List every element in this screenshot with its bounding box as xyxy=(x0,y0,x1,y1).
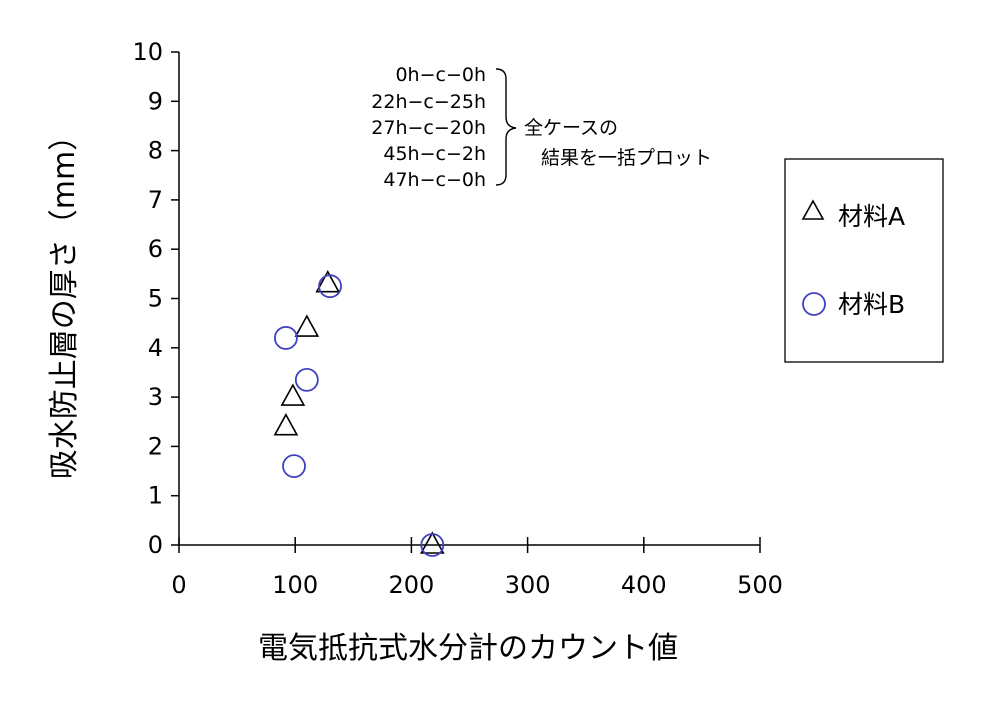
y-axis-title: 吸水防止層の厚さ（mm） xyxy=(47,121,82,479)
legend-label-a: 材料A xyxy=(838,202,905,231)
legend-box xyxy=(784,158,944,363)
y-tick-label-0: 0 xyxy=(148,531,163,559)
annotation-case-3: 45h−c−2h xyxy=(383,143,486,165)
annotation-brace xyxy=(495,68,517,186)
point-a-0 xyxy=(273,413,299,436)
annotation-case-1: 22h−c−25h xyxy=(371,91,486,113)
x-tick-label-5: 500 xyxy=(737,571,783,599)
y-tick-label-7: 7 xyxy=(148,186,163,214)
point-b-4 xyxy=(420,533,445,557)
point-a-3 xyxy=(315,270,341,293)
data-markers xyxy=(273,270,445,557)
point-a-2 xyxy=(294,314,320,337)
axes xyxy=(171,51,761,553)
y-tick-label-5: 5 xyxy=(148,285,163,313)
x-tick-label-3: 300 xyxy=(505,571,551,599)
y-tick-label-10: 10 xyxy=(132,38,163,66)
annotation-case-4: 47h−c−0h xyxy=(383,169,486,191)
x-tick-label-1: 100 xyxy=(272,571,318,599)
x-tick-label-2: 200 xyxy=(388,571,434,599)
annotation-note-line2: 結果を一括プロット xyxy=(541,147,712,169)
y-tick-label-2: 2 xyxy=(148,432,163,460)
legend-triangle-icon xyxy=(801,199,825,220)
legend-label-b: 材料B xyxy=(838,290,905,319)
y-tick-label-3: 3 xyxy=(148,383,163,411)
point-b-1 xyxy=(282,454,306,479)
case-annotation: 0h−c−0h 22h−c−25h 27h−c−20h 45h−c−2h 47h… xyxy=(371,64,712,191)
y-tick-label-6: 6 xyxy=(148,235,163,263)
y-tick-label-8: 8 xyxy=(148,137,163,165)
legend: 材料A 材料B xyxy=(784,158,944,363)
legend-circle-icon xyxy=(802,292,826,316)
point-b-2 xyxy=(294,367,319,392)
y-tick-label-4: 4 xyxy=(148,334,163,362)
y-tick-label-9: 9 xyxy=(148,87,163,115)
x-axis-title: 電気抵抗式水分計のカウント値 xyxy=(258,631,678,666)
annotation-case-0: 0h−c−0h xyxy=(395,64,486,86)
point-a-4 xyxy=(419,531,445,554)
annotation-case-2: 27h−c−20h xyxy=(371,117,486,139)
annotation-note-line1: 全ケースの xyxy=(524,117,618,139)
y-tick-label-1: 1 xyxy=(148,482,163,510)
x-tick-label-0: 0 xyxy=(171,571,186,599)
x-tick-label-4: 400 xyxy=(621,571,667,599)
point-b-0 xyxy=(274,326,298,350)
point-a-1 xyxy=(280,383,306,406)
point-b-3 xyxy=(318,274,342,299)
